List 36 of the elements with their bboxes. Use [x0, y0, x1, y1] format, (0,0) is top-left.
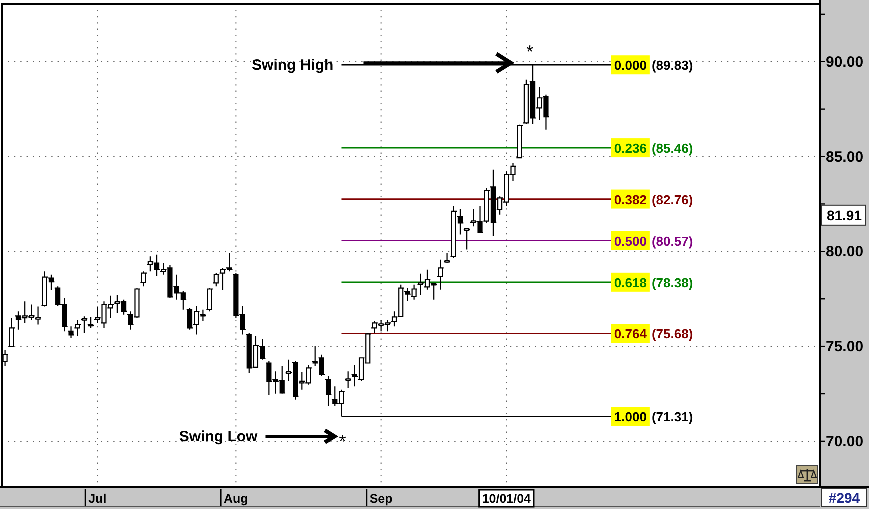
annotation: Swing High [252, 56, 334, 74]
candlestick [324, 376, 332, 407]
x-tick-label: Aug [224, 492, 248, 506]
candlestick [68, 326, 75, 339]
candlestick [463, 228, 471, 250]
candlestick [74, 319, 82, 338]
ref-line-label: 0.236 (85.46) [614, 140, 694, 156]
y-tick-label: 70.00 [826, 432, 864, 450]
ref-line-label: 0.000 (89.83) [614, 58, 694, 73]
ref-line-label: 1.000 (71.31) [614, 409, 694, 424]
candlestick [8, 318, 16, 348]
y-tick-label: 75.00 [826, 338, 864, 356]
y-tick-label: 90.00 [826, 53, 864, 70]
annotation: 81.91 [826, 207, 862, 224]
candlestick [206, 288, 214, 312]
ref-line-label: 0.500 (80.57) [614, 233, 694, 248]
y-tick-label: 80.00 [826, 243, 864, 260]
candlestick [436, 259, 444, 290]
x-tick-label: Sep [370, 492, 394, 506]
x-tick-label: 10/01/04 [482, 492, 532, 506]
ref-line-label: 0.382 (82.76) [614, 192, 694, 207]
candlestick [212, 272, 220, 288]
candlestick [444, 252, 451, 264]
candlestick [516, 124, 524, 159]
annotation: * [339, 432, 346, 452]
ref-line-label: 0.618 (78.38) [614, 274, 694, 290]
candlestick [344, 371, 352, 389]
y-tick-label: 85.00 [826, 148, 864, 166]
candlestick [80, 316, 88, 334]
annotation: * [526, 42, 534, 62]
candlestick [87, 316, 95, 329]
candlestick [140, 271, 148, 288]
annotation: Swing Low [179, 428, 258, 446]
x-tick-label: Jul [88, 492, 107, 506]
ref-line-label: 0.764 (75.68) [614, 326, 694, 342]
text: #294 [828, 490, 860, 506]
